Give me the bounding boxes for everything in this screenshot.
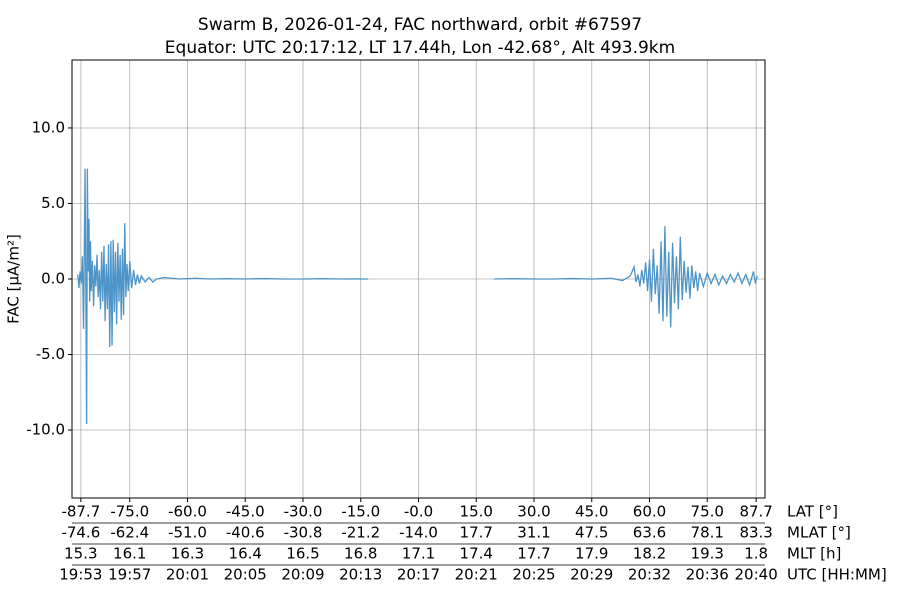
x-tick-label: -30.8 <box>284 524 323 542</box>
x-axis-label: MLAT [°] <box>787 524 851 542</box>
y-tick-label: 10.0 <box>32 118 65 136</box>
x-tick-label: 20:13 <box>339 566 382 584</box>
x-tick-label: 15.0 <box>460 503 493 521</box>
x-tick-label: 17.1 <box>402 545 435 563</box>
y-tick-label: -5.0 <box>36 345 65 363</box>
x-tick-label: -45.0 <box>226 503 265 521</box>
chart-title: Swarm B, 2026-01-24, FAC northward, orbi… <box>198 15 642 35</box>
x-tick-label: 15.3 <box>64 545 97 563</box>
x-axis-label: UTC [HH:MM] <box>787 566 887 584</box>
x-tick-label: 20:21 <box>455 566 498 584</box>
x-tick-label: 1.8 <box>744 545 768 563</box>
x-tick-label: -0.0 <box>404 503 433 521</box>
y-tick-label: 0.0 <box>41 270 65 288</box>
x-tick-label: 19:57 <box>108 566 151 584</box>
y-tick-label: 5.0 <box>41 194 65 212</box>
x-tick-label: 17.7 <box>517 545 550 563</box>
x-tick-label: -75.0 <box>110 503 149 521</box>
x-tick-label: 20:29 <box>570 566 613 584</box>
x-tick-label: 87.7 <box>739 503 772 521</box>
x-tick-label: 16.4 <box>229 545 262 563</box>
x-tick-label: 20:01 <box>166 566 209 584</box>
x-tick-label: 19.3 <box>691 545 724 563</box>
x-tick-label: -30.0 <box>284 503 323 521</box>
x-tick-label: -15.0 <box>341 503 380 521</box>
chart-subtitle: Equator: UTC 20:17:12, LT 17.44h, Lon -4… <box>165 38 675 58</box>
x-tick-label: 16.5 <box>286 545 319 563</box>
x-tick-label: 20:25 <box>512 566 555 584</box>
x-axis-label: LAT [°] <box>787 503 838 521</box>
x-tick-label: 20:17 <box>397 566 440 584</box>
x-tick-label: 20:05 <box>224 566 267 584</box>
x-tick-label: -40.6 <box>226 524 265 542</box>
x-tick-label: -14.0 <box>399 524 438 542</box>
x-tick-label: 20:36 <box>686 566 729 584</box>
x-tick-label: 83.3 <box>739 524 772 542</box>
data-line <box>77 168 758 424</box>
x-tick-label: 47.5 <box>575 524 608 542</box>
x-tick-label: 16.8 <box>344 545 377 563</box>
x-tick-label: 20:40 <box>735 566 778 584</box>
x-tick-label: 17.9 <box>575 545 608 563</box>
x-tick-label: 63.6 <box>633 524 666 542</box>
x-tick-label: 31.1 <box>517 524 550 542</box>
x-tick-label: 20:32 <box>628 566 671 584</box>
x-axis-label: MLT [h] <box>787 545 841 563</box>
x-tick-label: 60.0 <box>633 503 666 521</box>
x-tick-label: -51.0 <box>168 524 207 542</box>
x-tick-label: 16.1 <box>113 545 146 563</box>
x-tick-label: 45.0 <box>575 503 608 521</box>
x-tick-label: 20:09 <box>281 566 324 584</box>
x-tick-label: -21.2 <box>341 524 380 542</box>
plot-frame <box>71 59 766 499</box>
x-tick-label: 30.0 <box>517 503 550 521</box>
x-tick-label: 19:53 <box>59 566 102 584</box>
x-tick-label: 75.0 <box>691 503 724 521</box>
x-tick-label: -87.7 <box>61 503 100 521</box>
x-tick-label: 18.2 <box>633 545 666 563</box>
x-tick-label: -74.6 <box>61 524 100 542</box>
x-tick-label: 17.4 <box>460 545 493 563</box>
x-tick-label: -60.0 <box>168 503 207 521</box>
x-tick-label: 16.3 <box>171 545 204 563</box>
x-tick-label: -62.4 <box>110 524 149 542</box>
y-axis-label: FAC [μA/m²] <box>5 234 23 324</box>
x-tick-label: 78.1 <box>691 524 724 542</box>
x-tick-label: 17.7 <box>460 524 493 542</box>
y-tick-label: -10.0 <box>26 421 65 439</box>
